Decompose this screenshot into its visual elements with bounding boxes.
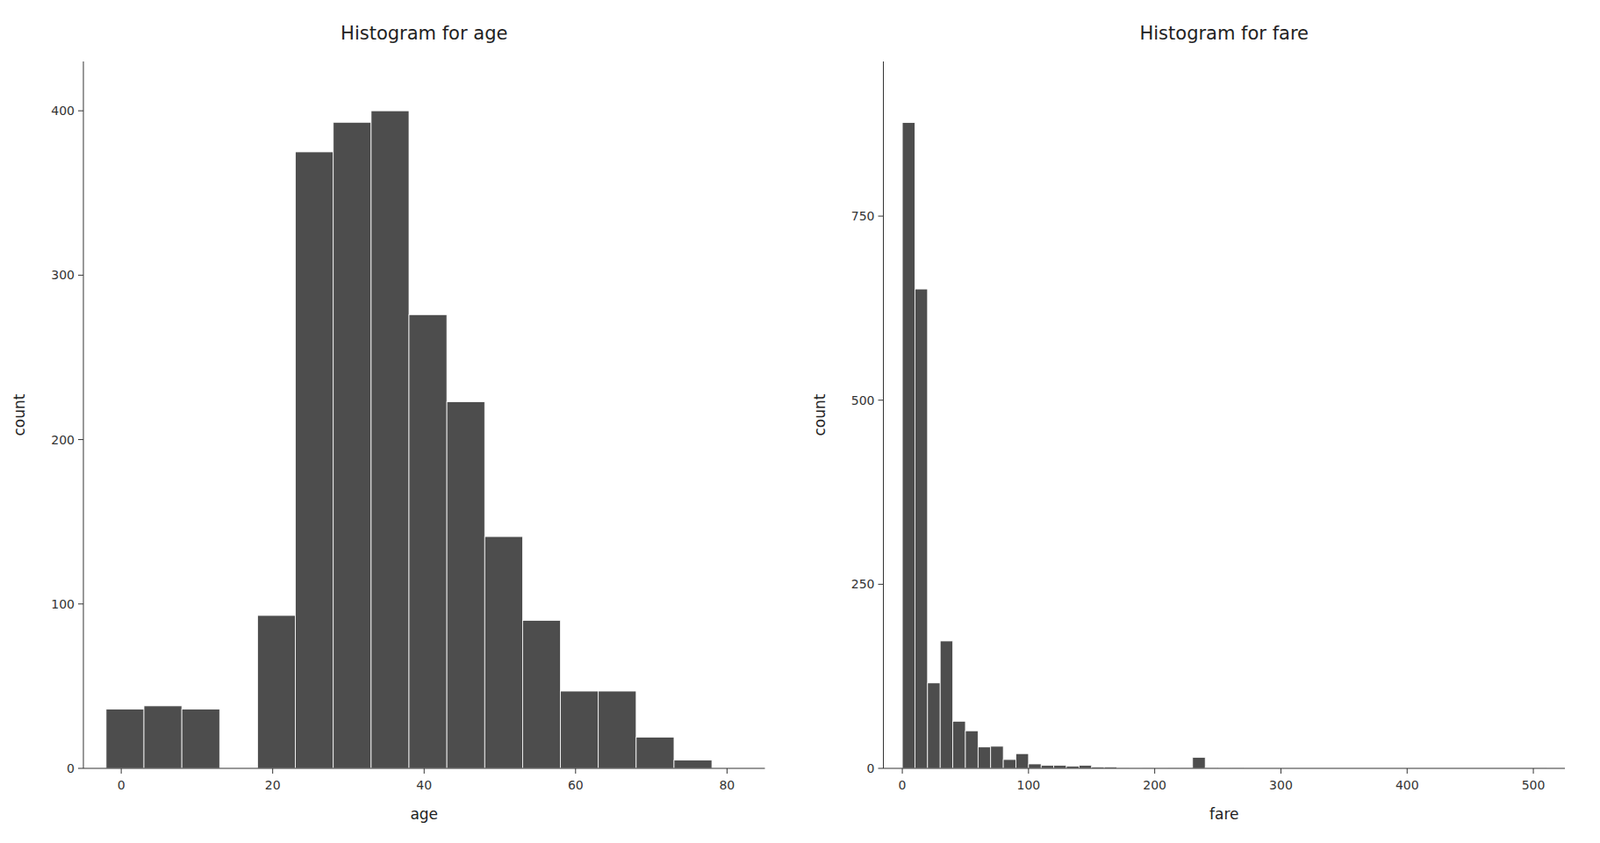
y-tick — [878, 215, 884, 217]
x-tick — [726, 767, 728, 774]
bars — [106, 110, 712, 768]
y-tick — [78, 767, 84, 769]
x-axis-line — [883, 767, 1566, 769]
bar — [914, 288, 927, 768]
x-tick-label: 200 — [1142, 777, 1167, 792]
bar — [522, 620, 560, 768]
x-tick-label: 40 — [416, 777, 432, 792]
title: Histogram for age — [340, 22, 508, 44]
bar — [902, 122, 915, 768]
bar — [1015, 753, 1028, 768]
bar — [953, 720, 966, 768]
bar — [295, 151, 334, 768]
figure: 0 20 40 60 80 0 100 200 300 400 Histogram for age a… — [0, 0, 1600, 843]
y-tick-label: 400 — [50, 103, 75, 118]
bar — [1003, 759, 1016, 768]
bar — [181, 709, 220, 768]
y-tick — [878, 583, 884, 585]
bar — [106, 709, 144, 768]
bar — [674, 760, 712, 768]
y-tick — [78, 110, 84, 112]
x-tick-label: 0 — [117, 777, 126, 792]
bar — [636, 736, 675, 768]
x-tick-label: 60 — [567, 777, 584, 792]
x-tick — [1027, 767, 1029, 774]
bar — [143, 705, 182, 768]
y-tick-label: 0 — [66, 760, 75, 775]
bar — [977, 746, 991, 768]
y-tick-label: 750 — [851, 208, 876, 223]
bar — [333, 121, 372, 768]
y-tick-label: 200 — [50, 432, 75, 447]
bar — [257, 615, 295, 768]
bar — [560, 690, 599, 768]
y-tick — [78, 438, 84, 440]
y-tick-label: 500 — [851, 393, 876, 408]
bar — [446, 401, 485, 768]
x-axis-label: fare — [1209, 804, 1239, 823]
panel: 0 20 40 60 80 0 100 200 300 400 Histogram for age a… — [10, 22, 766, 823]
bars — [902, 122, 1546, 768]
panel: 0 100 200 300 400 500 0 250 500 750 Histogram for … — [810, 22, 1566, 823]
y-tick — [78, 602, 84, 604]
x-tick-label: 0 — [898, 777, 907, 792]
x-tick-label: 400 — [1395, 777, 1420, 792]
x-tick-label: 100 — [1016, 777, 1041, 792]
x-tick-label: 500 — [1521, 777, 1546, 792]
x-axis-label: age — [409, 804, 438, 823]
y-tick — [878, 767, 884, 769]
bar — [1040, 765, 1054, 768]
bar — [1028, 763, 1041, 768]
y-tick-label: 250 — [851, 576, 876, 591]
bar — [939, 640, 953, 768]
x-tick — [574, 767, 576, 774]
y-axis-line — [882, 61, 884, 768]
y-tick-label: 100 — [50, 596, 75, 611]
x-tick — [1280, 767, 1282, 774]
bar — [408, 314, 447, 768]
y-tick — [78, 274, 84, 276]
bar — [1078, 765, 1091, 768]
y-axis-label: count — [10, 393, 29, 436]
bar — [484, 536, 523, 768]
y-tick-label: 300 — [50, 267, 75, 282]
bar — [965, 730, 978, 768]
y-axis-line — [83, 61, 85, 768]
bar — [598, 690, 637, 768]
title: Histogram for fare — [1139, 22, 1309, 44]
bar — [927, 682, 940, 768]
x-tick-label: 80 — [718, 777, 735, 792]
x-tick — [902, 767, 904, 774]
x-tick-label: 20 — [265, 777, 281, 792]
x-tick — [121, 767, 122, 774]
x-tick — [1154, 767, 1156, 774]
x-tick — [1406, 767, 1408, 774]
x-tick — [1533, 767, 1535, 774]
x-tick-label: 300 — [1269, 777, 1293, 792]
y-axis-label: count — [810, 393, 829, 436]
bar — [1054, 765, 1067, 768]
x-tick — [423, 767, 425, 774]
bar — [990, 746, 1004, 768]
bar — [371, 110, 409, 768]
x-tick — [272, 767, 273, 774]
y-tick-label: 0 — [867, 760, 876, 775]
y-tick — [878, 399, 884, 401]
bar — [1192, 756, 1206, 768]
